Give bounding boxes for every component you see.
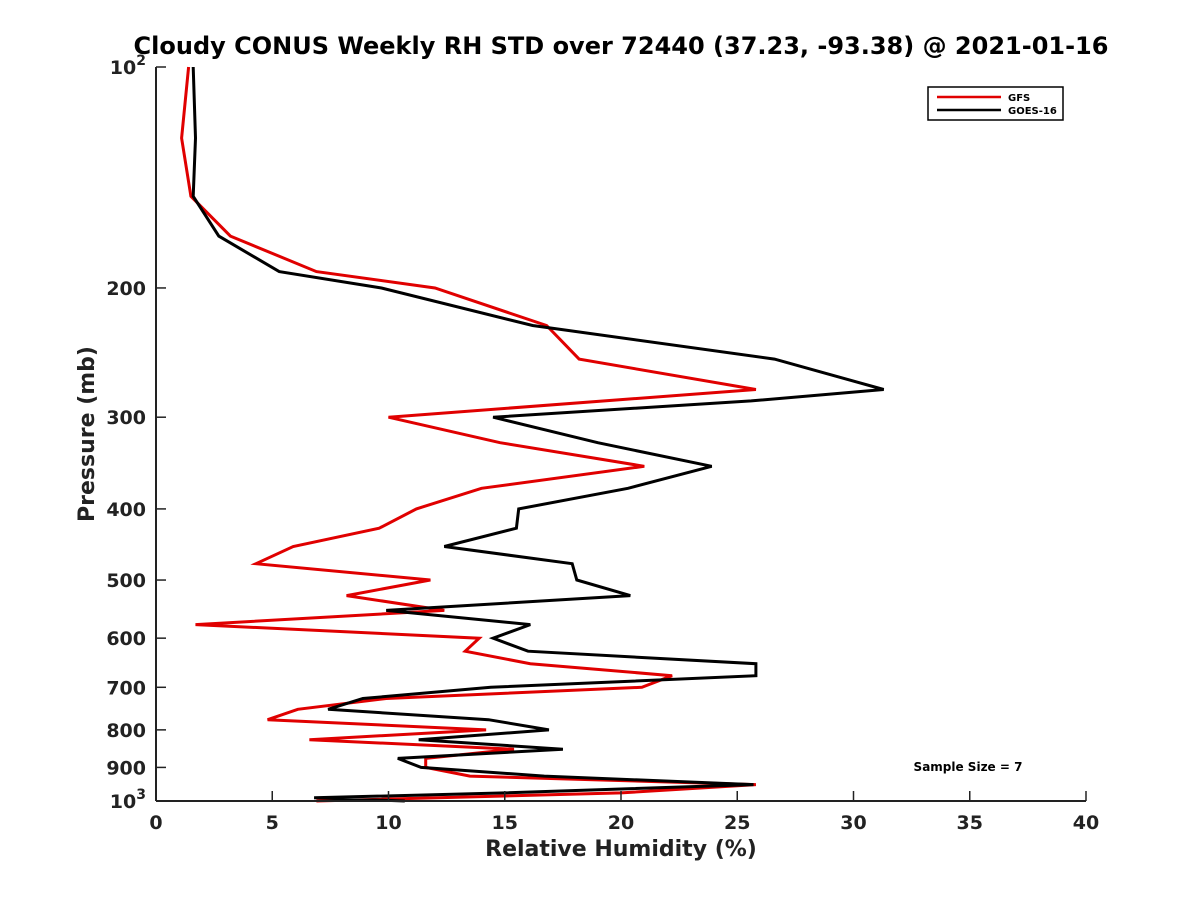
- y-axis-ticks: 102 200 300 400 500 600 700 800 900 103: [106, 53, 166, 813]
- sample-size-annotation: Sample Size = 7: [914, 760, 1023, 774]
- x-tick-label: 20: [608, 812, 634, 834]
- y-tick-label: 400: [106, 499, 146, 521]
- y-tick-label: 800: [106, 720, 146, 742]
- x-tick-label: 5: [266, 812, 279, 834]
- x-tick-label: 35: [957, 812, 983, 834]
- x-tick-label: 10: [375, 812, 401, 834]
- y-axis-label: Pressure (mb): [75, 346, 100, 522]
- x-axis-label: Relative Humidity (%): [485, 837, 757, 862]
- legend: GFS GOES-16: [927, 86, 1064, 121]
- y-tick-label: 500: [106, 570, 146, 592]
- x-tick-label: 15: [492, 812, 518, 834]
- y-tick-label: 900: [106, 757, 146, 779]
- legend-label-gfs: GFS: [1008, 93, 1030, 104]
- series-layer: [180, 66, 885, 803]
- legend-label-goes16: GOES-16: [1008, 106, 1057, 117]
- y-tick-label: 103: [110, 787, 146, 813]
- y-tick-label: 102: [110, 53, 146, 79]
- series-line-goes-16: [191, 66, 885, 803]
- y-tick-label: 700: [106, 677, 146, 699]
- series-line-gfs: [180, 66, 757, 803]
- x-axis-ticks: 0 5 10 15 20 25 30 35 40: [149, 791, 1099, 834]
- plot-area: 0 5 10 15 20 25 30 35 40 102 200 300 400 500 600 700 80…: [106, 53, 1099, 834]
- y-tick-label: 600: [106, 628, 146, 650]
- x-tick-label: 40: [1073, 812, 1099, 834]
- y-tick-label: 200: [106, 278, 146, 300]
- x-tick-label: 25: [724, 812, 750, 834]
- y-tick-label: 300: [106, 407, 146, 429]
- x-tick-label: 30: [840, 812, 866, 834]
- chart-title: Cloudy CONUS Weekly RH STD over 72440 (3…: [134, 32, 1109, 60]
- legend-box: [927, 86, 1064, 121]
- x-tick-label: 0: [149, 812, 162, 834]
